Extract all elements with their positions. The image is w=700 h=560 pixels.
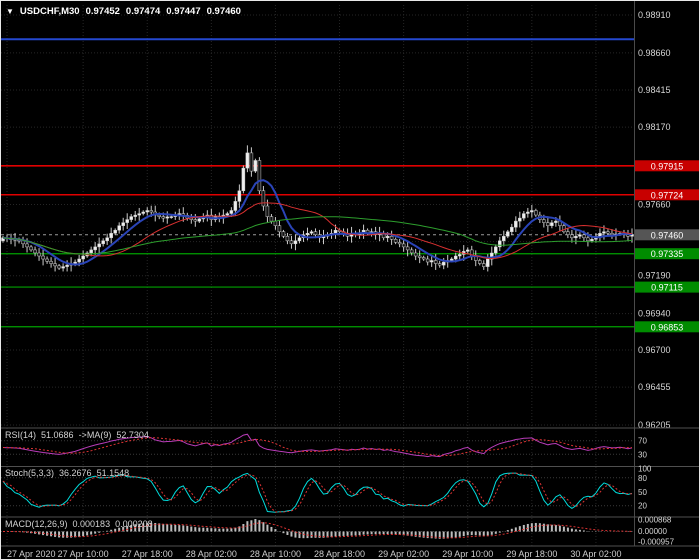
stoch-name: Stoch(5,3,3) [5, 468, 55, 478]
stoch-d-value: 51.1548 [96, 468, 130, 478]
rsi-indicator-label: RSI(14) 51.0686 ->MA(9) 52.7304 [5, 430, 149, 440]
symbol-name: USDCHF,M30 [19, 6, 80, 17]
svg-text:-0.000957: -0.000957 [638, 538, 675, 547]
ohlc-high: 0.97474 [125, 6, 161, 17]
svg-text:0.96853: 0.96853 [651, 322, 684, 332]
svg-text:30 Apr 02:00: 30 Apr 02:00 [570, 549, 621, 559]
stochastic-indicator-label: Stoch(5,3,3) 36.2676 51.1548 [5, 468, 129, 478]
macd-name: MACD(12,26,9) [5, 519, 68, 529]
svg-text:28 Apr 02:00: 28 Apr 02:00 [186, 549, 237, 559]
svg-text:0.98170: 0.98170 [638, 122, 671, 132]
svg-text:27 Apr 18:00: 27 Apr 18:00 [122, 549, 173, 559]
svg-text:28 Apr 18:00: 28 Apr 18:00 [314, 549, 365, 559]
svg-text:0.97115: 0.97115 [651, 283, 683, 293]
ohlc-low: 0.97447 [166, 6, 201, 17]
rsi-value: 51.0686 [41, 430, 74, 440]
svg-text:0.000868: 0.000868 [638, 516, 672, 525]
rsi-ma-value: 52.7304 [116, 430, 149, 440]
rsi-name: RSI(14) [5, 430, 37, 440]
svg-text:0.96205: 0.96205 [638, 420, 671, 430]
chevron-down-icon[interactable]: ▼ [6, 7, 14, 16]
ohlc-open: 0.97452 [85, 6, 120, 17]
rsi-ma-name: ->MA(9) [78, 430, 112, 440]
svg-text:70: 70 [638, 437, 647, 446]
svg-text:0.96940: 0.96940 [638, 309, 671, 319]
symbol-info-bar: ▼ USDCHF,M30 0.97452 0.97474 0.97447 0.9… [6, 6, 241, 17]
svg-text:20: 20 [638, 502, 647, 511]
svg-text:0.97335: 0.97335 [651, 249, 684, 259]
svg-text:0.98910: 0.98910 [638, 10, 671, 20]
svg-text:0.00000: 0.00000 [638, 527, 667, 536]
svg-text:0.98415: 0.98415 [638, 85, 671, 95]
svg-text:100: 100 [638, 465, 652, 474]
svg-text:0.97190: 0.97190 [638, 271, 671, 281]
price-axis[interactable] [634, 1, 699, 546]
macd-value: 0.000183 [72, 519, 111, 529]
svg-text:28 Apr 10:00: 28 Apr 10:00 [250, 549, 301, 559]
macd-signal-value: 0.000208 [115, 519, 153, 529]
stoch-k-value: 36.2676 [59, 468, 92, 478]
svg-text:29 Apr 10:00: 29 Apr 10:00 [442, 549, 493, 559]
svg-text:0.97460: 0.97460 [651, 230, 684, 240]
svg-text:29 Apr 02:00: 29 Apr 02:00 [378, 549, 429, 559]
ohlc-close: 0.97460 [206, 6, 241, 17]
svg-text:27 Apr 10:00: 27 Apr 10:00 [58, 549, 109, 559]
svg-text:29 Apr 18:00: 29 Apr 18:00 [506, 549, 557, 559]
svg-text:50: 50 [638, 488, 647, 497]
svg-text:0.97915: 0.97915 [651, 161, 684, 171]
time-axis[interactable] [1, 546, 699, 559]
svg-text:0.97724: 0.97724 [651, 190, 684, 200]
svg-text:0.98660: 0.98660 [638, 48, 671, 58]
svg-text:80: 80 [638, 474, 647, 483]
svg-text:27 Apr 2020: 27 Apr 2020 [7, 549, 56, 559]
svg-text:30: 30 [638, 450, 647, 459]
svg-text:0.96700: 0.96700 [638, 345, 671, 355]
svg-text:0.97660: 0.97660 [638, 199, 671, 209]
macd-indicator-label: MACD(12,26,9) 0.000183 0.000208 [5, 519, 153, 529]
svg-text:0.96455: 0.96455 [638, 382, 671, 392]
